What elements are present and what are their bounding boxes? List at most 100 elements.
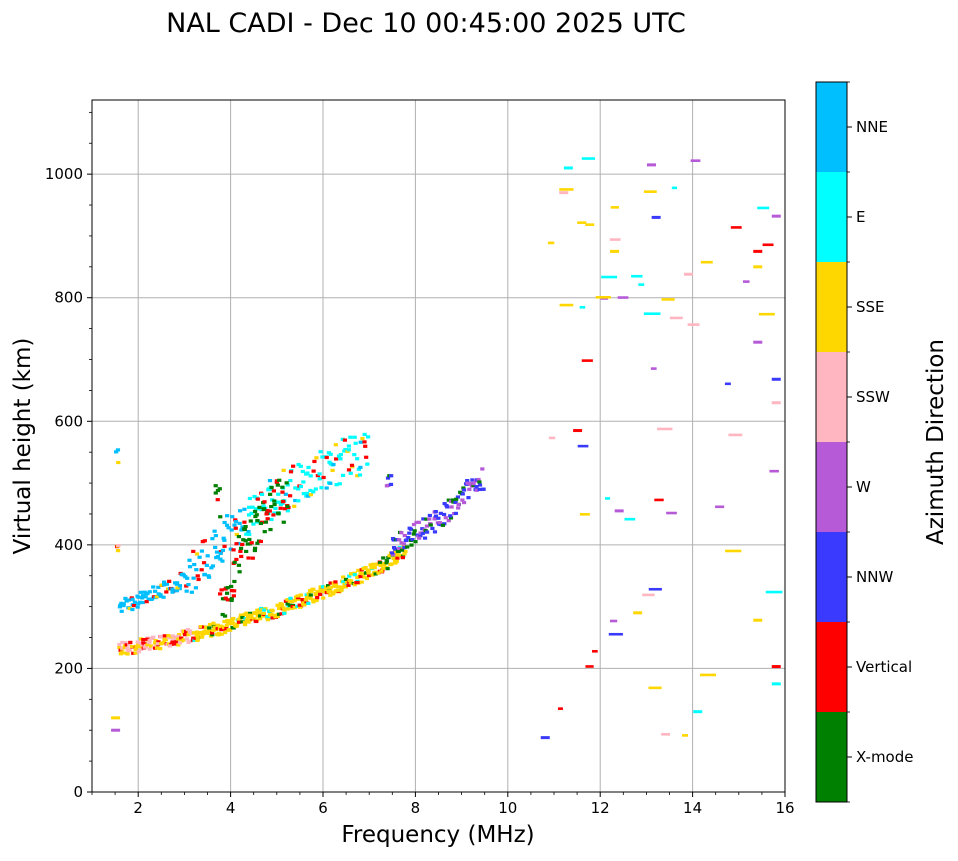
echo-point — [320, 585, 326, 589]
echo-point — [170, 587, 175, 591]
echo-point — [334, 483, 339, 487]
echo-point — [274, 614, 279, 618]
echo-point — [145, 637, 150, 641]
echo-point — [451, 500, 456, 504]
echo-point — [402, 533, 407, 538]
isolated-echo — [559, 188, 574, 191]
echo-point — [153, 639, 158, 643]
echo-point — [211, 628, 216, 633]
echo-point — [206, 630, 212, 634]
echo-point — [306, 592, 311, 596]
isolated-echo — [730, 226, 742, 229]
echo-point — [269, 485, 274, 490]
echo-point — [278, 506, 283, 510]
echo-point — [296, 597, 301, 601]
echo-point — [146, 597, 151, 601]
echo-point — [400, 555, 405, 560]
isolated-echo — [605, 497, 611, 500]
isolated-echo — [728, 433, 743, 437]
echo-point — [402, 552, 407, 556]
echo-point — [321, 596, 326, 600]
echo-point — [253, 514, 258, 519]
echo-point — [394, 559, 399, 563]
isolated-echo — [609, 238, 621, 241]
echo-point — [131, 603, 137, 608]
echo-point — [296, 499, 301, 503]
echo-point — [252, 548, 257, 553]
echo-point — [158, 647, 163, 651]
echo-point — [238, 509, 243, 513]
echo-point — [340, 473, 346, 478]
echo-point — [238, 549, 243, 553]
echo-point — [292, 504, 297, 508]
echo-point — [370, 573, 375, 577]
echo-point — [271, 513, 276, 517]
isolated-echo — [633, 611, 643, 615]
isolated-echo — [559, 303, 574, 307]
echo-point — [145, 592, 150, 596]
echo-point — [317, 477, 322, 481]
echo-point — [249, 511, 254, 515]
echo-point — [269, 613, 274, 617]
echo-point — [242, 520, 247, 524]
echo-point — [401, 542, 407, 546]
echo-point — [285, 598, 290, 602]
echo-point — [201, 625, 207, 629]
isolated-echo — [757, 206, 770, 210]
echo-point — [229, 528, 234, 532]
echo-point — [446, 519, 451, 523]
echo-point — [177, 641, 183, 645]
echo-point — [114, 450, 119, 454]
echo-point — [215, 623, 220, 627]
echo-point — [167, 579, 172, 583]
echo-point — [480, 467, 485, 471]
echo-point — [245, 542, 250, 546]
echo-point — [257, 505, 262, 509]
echo-point — [276, 512, 281, 516]
echo-point — [456, 502, 461, 507]
echo-point — [141, 638, 146, 642]
echo-point — [127, 606, 132, 611]
echo-point — [213, 534, 218, 538]
echo-point — [223, 587, 228, 591]
echo-point — [233, 526, 238, 530]
echo-point — [291, 464, 296, 468]
isolated-echo — [771, 401, 781, 405]
echo-point — [355, 575, 360, 580]
echo-point — [331, 462, 336, 467]
isolated-echo — [559, 191, 569, 195]
echo-point — [246, 620, 251, 624]
echo-point — [242, 527, 247, 531]
echo-point — [229, 589, 235, 593]
echo-point — [281, 520, 286, 524]
echo-point — [123, 596, 128, 601]
echo-point — [247, 618, 252, 622]
echo-point — [177, 584, 183, 588]
echo-point — [199, 549, 205, 553]
echo-point — [191, 576, 196, 580]
echo-point — [192, 638, 197, 642]
echo-point — [198, 625, 204, 629]
echo-point — [148, 644, 154, 648]
echo-point — [364, 576, 370, 581]
echo-point — [142, 645, 147, 649]
echo-point — [451, 498, 456, 502]
colorbar-swatch — [816, 532, 847, 622]
echo-point — [255, 608, 260, 612]
echo-point — [117, 605, 123, 609]
echo-point — [372, 566, 377, 570]
echo-point — [328, 452, 333, 456]
echo-point — [456, 506, 461, 510]
echo-point — [225, 585, 230, 590]
echo-point — [227, 619, 233, 623]
y-tick-label: 0 — [73, 783, 83, 801]
isolated-echo — [614, 509, 624, 513]
echo-point — [391, 546, 397, 550]
echo-point — [254, 507, 259, 511]
echo-point — [336, 585, 341, 589]
echo-point — [130, 607, 135, 612]
echo-point — [433, 514, 439, 518]
echo-point — [272, 511, 277, 515]
echo-point — [273, 506, 278, 511]
echo-point — [215, 627, 220, 631]
